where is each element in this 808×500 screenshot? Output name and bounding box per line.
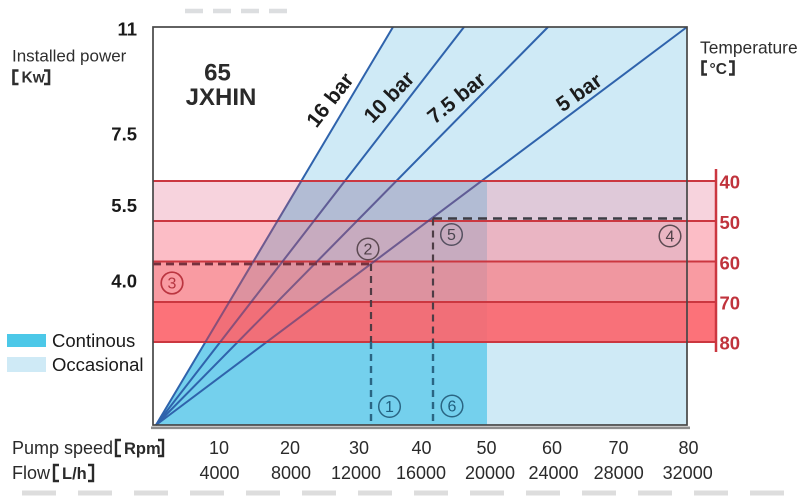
svg-text:°C: °C — [710, 61, 727, 78]
svg-text:20000: 20000 — [465, 463, 515, 483]
svg-text:40: 40 — [720, 172, 741, 193]
svg-text:70: 70 — [608, 438, 628, 458]
svg-text:JXHIN: JXHIN — [186, 84, 257, 111]
svg-text:Temperature: Temperature — [700, 38, 798, 58]
svg-text:Continous: Continous — [52, 330, 135, 351]
svg-text:8000: 8000 — [271, 463, 311, 483]
svg-text:Flow: Flow — [12, 463, 51, 483]
svg-text:60: 60 — [720, 253, 741, 274]
svg-text:40: 40 — [411, 438, 431, 458]
svg-text:65: 65 — [204, 60, 231, 87]
svg-text:3: 3 — [168, 276, 177, 293]
svg-text:10: 10 — [209, 438, 229, 458]
svg-text:20: 20 — [280, 438, 300, 458]
svg-text:16000: 16000 — [396, 463, 446, 483]
svg-text:4.0: 4.0 — [111, 271, 137, 292]
svg-text:80: 80 — [678, 438, 698, 458]
svg-text:4: 4 — [666, 229, 675, 246]
svg-text:5.5: 5.5 — [111, 195, 137, 216]
svg-text:11: 11 — [117, 19, 137, 40]
svg-text:12000: 12000 — [331, 463, 381, 483]
svg-text:L/h: L/h — [62, 465, 87, 483]
svg-text:50: 50 — [720, 212, 741, 233]
svg-text:50: 50 — [476, 438, 496, 458]
svg-text:30: 30 — [349, 438, 369, 458]
svg-text:Kw: Kw — [22, 70, 46, 87]
svg-text:1: 1 — [385, 399, 394, 416]
svg-text:Rpm: Rpm — [124, 440, 161, 458]
svg-text:28000: 28000 — [594, 463, 644, 483]
svg-text:Pump speed: Pump speed — [12, 438, 113, 458]
svg-text:6: 6 — [448, 399, 457, 416]
svg-text:80: 80 — [720, 333, 741, 354]
svg-text:70: 70 — [720, 293, 741, 314]
svg-text:Occasional: Occasional — [52, 354, 144, 375]
svg-text:7.5: 7.5 — [111, 124, 137, 145]
svg-text:24000: 24000 — [528, 463, 578, 483]
svg-text:2: 2 — [364, 242, 373, 259]
svg-text:32000: 32000 — [663, 463, 713, 483]
svg-text:60: 60 — [542, 438, 562, 458]
svg-text:Installed power: Installed power — [12, 47, 127, 66]
svg-text:4000: 4000 — [199, 463, 239, 483]
svg-text:5: 5 — [447, 227, 456, 244]
